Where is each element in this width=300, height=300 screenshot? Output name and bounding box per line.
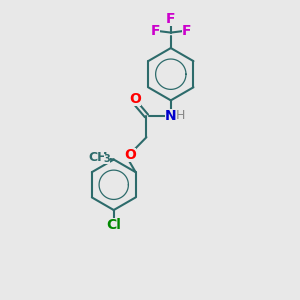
Text: N: N <box>165 109 177 123</box>
Text: Cl: Cl <box>106 218 121 232</box>
Text: O: O <box>129 92 141 106</box>
Text: H: H <box>176 109 185 122</box>
Text: 3: 3 <box>103 154 110 164</box>
Text: CH: CH <box>88 151 108 164</box>
Text: F: F <box>151 24 160 38</box>
Text: O: O <box>124 148 136 162</box>
Text: F: F <box>182 24 191 38</box>
Text: F: F <box>166 12 176 26</box>
